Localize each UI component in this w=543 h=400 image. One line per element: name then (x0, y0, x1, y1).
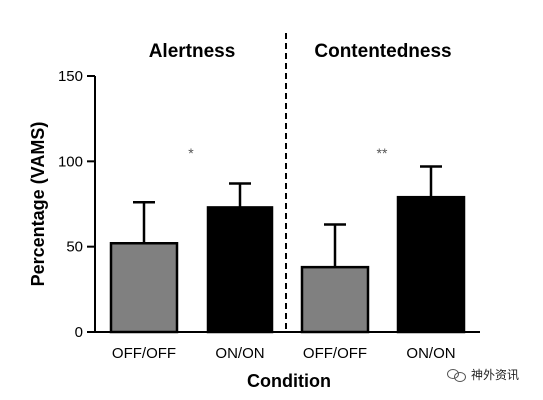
significance-marker: * (188, 145, 194, 161)
y-axis-title: Percentage (VAMS) (28, 122, 48, 287)
x-axis-title: Condition (247, 371, 331, 391)
x-tick-label: ON/ON (406, 345, 455, 362)
wechat-icon (447, 368, 467, 382)
bar (109, 242, 179, 334)
panel-title: Contentedness (314, 41, 451, 62)
y-tick-label: 0 (75, 324, 83, 341)
x-tick-label: OFF/OFF (303, 345, 367, 362)
watermark: 神外资讯 (447, 366, 519, 383)
x-tick-label: OFF/OFF (112, 345, 176, 362)
bar (206, 206, 274, 334)
significance-marker: ** (377, 145, 388, 161)
x-tick-label: ON/ON (215, 345, 264, 362)
y-tick-label: 150 (58, 68, 83, 85)
y-tick-label: 50 (66, 239, 83, 256)
panel-title: Alertness (149, 41, 236, 62)
y-tick-label: 100 (58, 153, 83, 170)
watermark-text: 神外资讯 (471, 368, 520, 382)
bar (300, 265, 370, 334)
bar (396, 195, 466, 334)
